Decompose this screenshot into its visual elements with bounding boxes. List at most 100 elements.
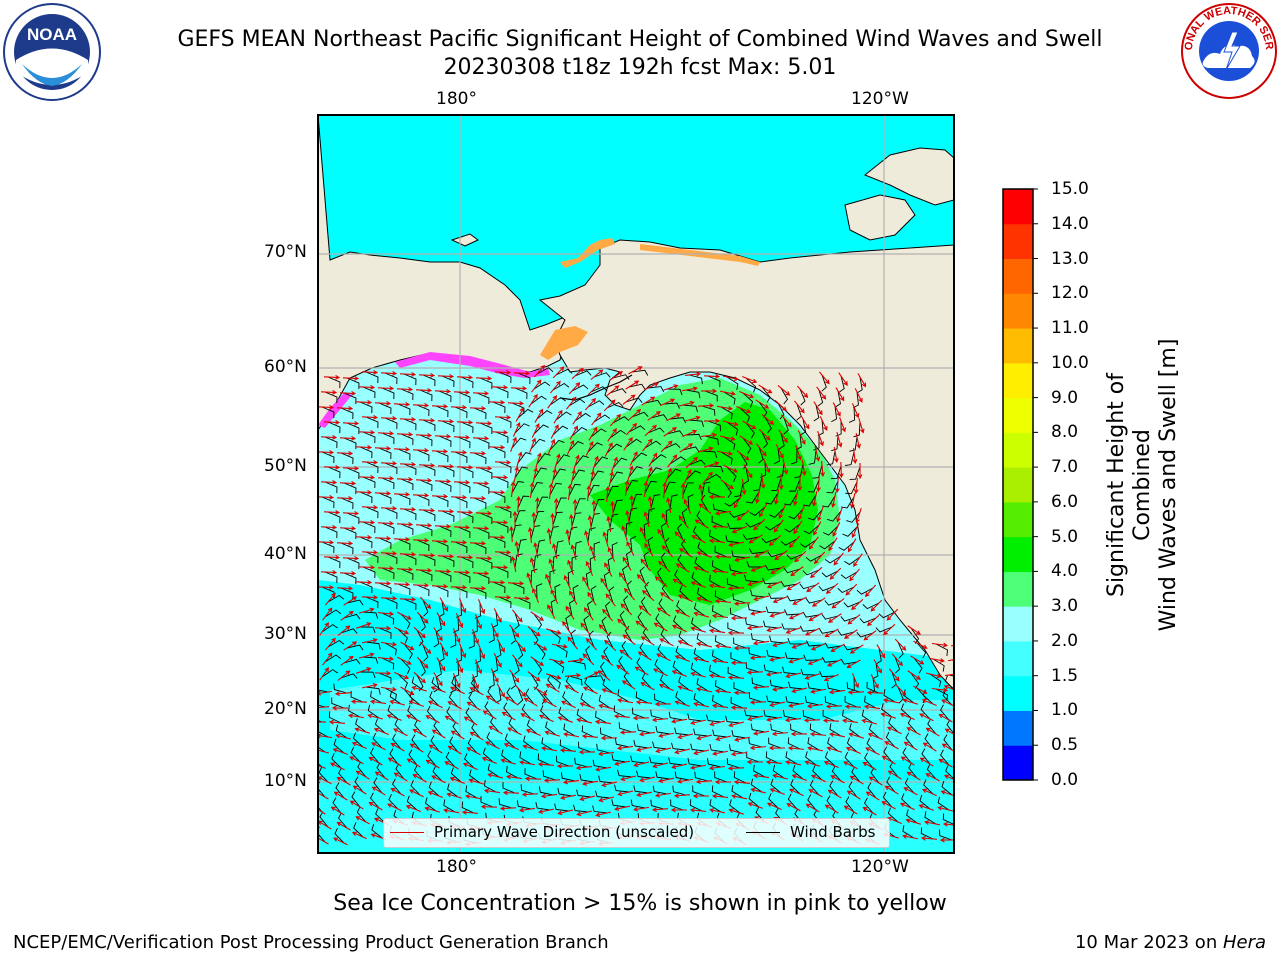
wave-direction-arrow [752,773,770,779]
wave-direction-arrow [547,438,556,454]
wave-direction-arrow [455,613,464,629]
wave-direction-arrow [534,408,544,423]
wind-barb [625,480,639,493]
wind-barb [744,709,760,718]
wave-direction-arrow [788,535,801,549]
wave-direction-arrow [380,370,398,376]
wind-barb [749,506,766,516]
wave-direction-arrow [320,569,338,575]
wave-direction-arrow [814,445,821,462]
wind-barb [908,762,918,779]
wave-direction-arrow [394,626,410,635]
wind-barb [407,705,418,721]
wave-direction-arrow [666,413,681,422]
wind-barb [789,478,801,492]
legend-label-wave: Primary Wave Direction (unscaled) [434,823,695,841]
wind-barb [384,462,398,475]
wave-direction-arrow [458,643,467,659]
wind-barb [782,710,798,720]
wind-barb [352,732,364,748]
wave-direction-arrow [342,510,360,516]
wind-barb [457,436,471,449]
wind-barb [406,795,418,811]
wind-barb [924,811,937,825]
wind-barb [517,538,527,554]
wind-barb [780,387,789,405]
wave-direction-arrow [714,554,732,559]
wind-barb [598,694,611,709]
wave-direction-arrow [509,624,520,638]
wind-barb [422,644,429,662]
wave-direction-arrow [843,805,858,815]
wind-barb [438,525,452,538]
colorbar-tick-label: 5.0 [1051,526,1079,547]
wave-direction-arrow [674,700,690,707]
wind-barb [846,511,861,523]
wave-direction-arrow [342,375,360,381]
wave-direction-arrow [855,432,861,449]
wind-barb [552,382,570,391]
wave-direction-arrow [768,745,786,751]
wave-direction-arrow [446,792,462,799]
wave-direction-arrow [485,695,500,705]
wave-direction-arrow [537,761,555,767]
wind-barb [644,581,652,599]
wave-direction-arrow [611,456,618,472]
wave-direction-arrow [887,770,902,780]
wave-direction-arrow [873,659,882,674]
wave-direction-arrow [619,730,637,735]
wind-barb [340,497,354,510]
wave-direction-arrow [466,701,481,711]
wave-direction-arrow [636,791,653,797]
wave-direction-arrow [374,445,392,451]
wave-direction-arrow [847,614,861,625]
wave-direction-arrow [329,762,345,771]
wave-direction-arrow [618,572,629,586]
wind-barb [643,551,649,569]
wind-barb [397,538,411,551]
wind-barb [498,506,512,519]
wave-direction-arrow [848,732,864,739]
wave-direction-arrow [529,437,537,453]
wind-barb [609,388,627,394]
wave-direction-arrow [774,488,780,505]
wind-barb [343,437,357,450]
wave-direction-arrow [677,594,693,603]
wind-barb [574,757,589,768]
wave-direction-arrow [639,526,648,542]
wind-barb [633,785,649,794]
wind-barb [533,658,543,675]
wind-barb [937,796,950,811]
colorbar-segment [1003,362,1033,399]
wave-direction-arrow [377,520,395,526]
wind-barb [376,762,386,779]
wind-barb [807,479,820,493]
wind-barb [495,521,509,534]
wave-direction-arrow [714,779,732,785]
wind-barb [894,656,901,674]
wave-direction-arrow [651,807,669,813]
wave-direction-arrow [540,793,558,799]
wave-direction-arrow [551,468,558,485]
wave-direction-arrow [597,670,611,681]
wind-barb [672,660,684,676]
wind-barb [768,793,779,809]
wave-direction-arrow [331,705,349,711]
wave-direction-arrow [567,559,574,575]
wave-direction-arrow [509,525,514,543]
wave-direction-arrow [488,399,506,405]
wind-barb [492,656,499,674]
wind-barb [612,374,630,380]
wind-barb [940,749,950,766]
wave-direction-arrow [824,628,839,638]
wind-barb [668,711,684,721]
wind-barb [663,402,680,409]
wave-direction-arrow [491,384,509,390]
wave-direction-arrow [663,427,678,437]
wave-direction-arrow [925,727,940,737]
wave-direction-arrow [827,613,842,623]
wind-barb [473,542,487,555]
wave-direction-arrow [527,526,533,544]
wind-barb [766,695,782,704]
wave-direction-arrow [553,497,559,515]
